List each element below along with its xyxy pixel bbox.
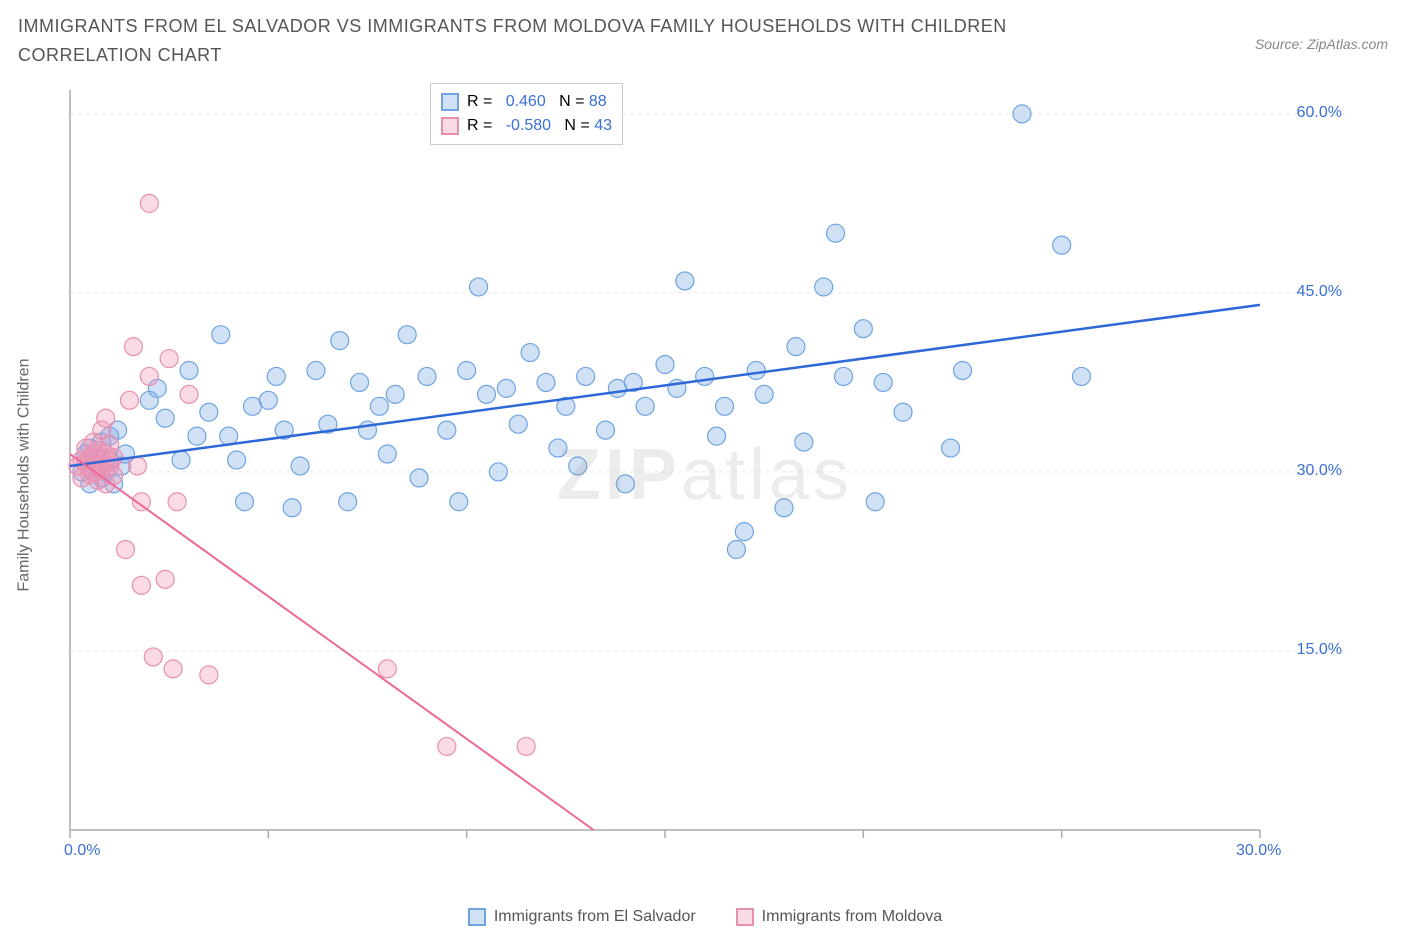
legend-swatch xyxy=(736,908,754,926)
legend-swatch xyxy=(441,117,459,135)
stats-row: R = -0.580 N = 43 xyxy=(441,114,612,138)
y-tick-label: 15.0% xyxy=(1297,641,1342,659)
legend-item: Immigrants from El Salvador xyxy=(468,908,696,926)
y-tick-label: 30.0% xyxy=(1297,462,1342,480)
stats-text: R = -0.580 N = 43 xyxy=(467,114,612,138)
y-tick-label: 45.0% xyxy=(1297,283,1342,301)
legend-label: Immigrants from El Salvador xyxy=(494,908,696,926)
header: IMMIGRANTS FROM EL SALVADOR VS IMMIGRANT… xyxy=(18,12,1388,70)
chart-area: ZIPatlas R = 0.460 N = 88R = -0.580 N = … xyxy=(60,80,1350,870)
y-tick-label: 60.0% xyxy=(1297,104,1342,122)
y-axis-label-container: Family Households with Children xyxy=(4,80,44,870)
legend-swatch xyxy=(441,93,459,111)
legend-label: Immigrants from Moldova xyxy=(762,908,943,926)
stats-row: R = 0.460 N = 88 xyxy=(441,90,612,114)
legend-item: Immigrants from Moldova xyxy=(736,908,943,926)
stats-text: R = 0.460 N = 88 xyxy=(467,90,607,114)
x-tick-label: 0.0% xyxy=(64,842,100,860)
x-tick-label: 30.0% xyxy=(1236,842,1281,860)
scatter-chart xyxy=(60,80,1350,870)
legend-swatch xyxy=(468,908,486,926)
chart-title: IMMIGRANTS FROM EL SALVADOR VS IMMIGRANT… xyxy=(18,12,1118,70)
source-citation: Source: ZipAtlas.com xyxy=(1255,36,1388,52)
correlation-stats-box: R = 0.460 N = 88R = -0.580 N = 43 xyxy=(430,83,623,145)
y-axis-label: Family Households with Children xyxy=(15,359,33,592)
legend: Immigrants from El Salvador Immigrants fr… xyxy=(60,908,1350,926)
